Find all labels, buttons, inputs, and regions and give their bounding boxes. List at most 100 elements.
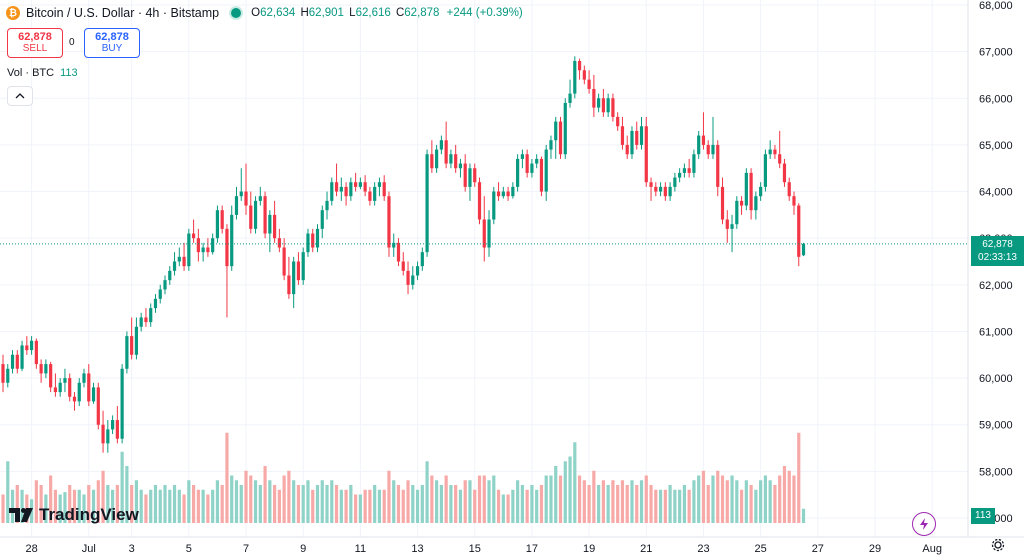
candle [139, 312, 143, 332]
candle-body [53, 387, 58, 393]
volume-bar [192, 485, 196, 523]
candle [263, 191, 267, 239]
volume-bar [782, 466, 787, 523]
x-tick-label: 23 [697, 543, 709, 555]
volume-bar [530, 485, 534, 523]
candle-body [468, 168, 472, 187]
volume-bar [130, 485, 134, 523]
candle [792, 191, 796, 215]
symbol-title[interactable]: Bitcoin / U.S. Dollar · 4h · Bitstamp [26, 6, 220, 20]
time-axis[interactable]: 28 Jul 3 5 7 9 11 13 15 17 19 21 23 25 27 29 Aug [0, 536, 1024, 555]
volume-bar [368, 489, 372, 523]
volume-bar [58, 494, 62, 523]
volume-bar [344, 489, 348, 523]
volume-bar [468, 480, 472, 523]
candle-body [34, 340, 38, 365]
candle [354, 172, 358, 192]
volume-bar [487, 480, 491, 523]
candle-body [96, 387, 100, 425]
candle [644, 116, 648, 187]
volume-bar [358, 494, 362, 523]
candle [163, 275, 167, 295]
sell-button[interactable]: 62,878 SELL [7, 28, 63, 58]
candle-body [249, 205, 253, 229]
volume-bar [792, 475, 796, 523]
volume-bar [39, 485, 43, 523]
volume-bar [82, 494, 86, 523]
bolt-icon[interactable] [912, 512, 936, 536]
candle [249, 191, 253, 234]
candle [430, 140, 434, 173]
candle [49, 361, 53, 393]
candle-body [635, 130, 639, 145]
candle [63, 368, 67, 393]
volume-bar [425, 461, 429, 523]
candle-body [530, 163, 534, 173]
y-tick-label: 61,000 [979, 326, 1013, 338]
candle [730, 214, 734, 253]
candle [211, 233, 215, 255]
volume-bar [134, 480, 139, 523]
volume-bar [201, 489, 205, 523]
candle-body [658, 186, 663, 192]
candle-body [563, 102, 567, 155]
candle [587, 70, 591, 94]
candle [125, 331, 129, 374]
bitcoin-icon: ₿ [6, 6, 20, 20]
candle [77, 378, 81, 407]
candle [10, 350, 15, 374]
volume-bar [406, 480, 410, 523]
candle [39, 359, 43, 383]
candle-body [577, 60, 582, 71]
candle [192, 219, 196, 243]
x-tick-label: 7 [243, 543, 249, 555]
volume-bar [463, 480, 467, 523]
x-tick-label: 15 [469, 543, 481, 555]
candle [106, 420, 110, 453]
candle [15, 350, 19, 374]
y-tick-label: 60,000 [979, 373, 1013, 385]
candle [306, 228, 310, 257]
candle-body [268, 214, 272, 234]
x-tick-label: 3 [129, 543, 135, 555]
candle-body [558, 121, 563, 155]
candle [91, 382, 96, 404]
volume-bar [187, 480, 191, 523]
volume-bar [225, 432, 229, 523]
tradingview-logo[interactable]: TradingView [9, 505, 139, 525]
volume-bar [582, 480, 586, 523]
volume-bar [115, 485, 119, 523]
grid [0, 0, 968, 537]
candle-body [120, 368, 124, 439]
candle [649, 177, 653, 201]
candle [668, 182, 672, 201]
candle-body [516, 158, 520, 187]
candle-body [354, 182, 358, 187]
candle [678, 168, 682, 183]
candle-body [730, 224, 734, 229]
candle [725, 210, 729, 243]
candle-body [63, 378, 67, 383]
volume-bar [516, 480, 520, 523]
candle-body [673, 177, 677, 187]
y-tick-label: 62,000 [979, 280, 1013, 292]
collapse-legend-button[interactable] [7, 86, 33, 106]
gear-icon[interactable] [991, 538, 1005, 552]
volume-bar [730, 475, 734, 523]
candle-body [368, 191, 372, 201]
candle-body [716, 144, 720, 187]
candle [177, 247, 181, 267]
volume-bar [654, 489, 658, 523]
candle-body [482, 219, 486, 248]
ohlc-values: O62,634 H62,901 L62,616 C62,878 +244 (+0… [251, 7, 523, 19]
buy-button[interactable]: 62,878 BUY [84, 28, 140, 58]
volume-bar [678, 489, 682, 523]
volume-bar [349, 485, 353, 523]
price-axis[interactable]: 57,00058,00059,00060,00061,00062,00063,0… [967, 0, 1013, 537]
candle-body [477, 182, 482, 220]
candle [287, 256, 291, 299]
volume-bar [501, 494, 505, 523]
candle-body [282, 247, 286, 276]
candle [82, 368, 86, 388]
